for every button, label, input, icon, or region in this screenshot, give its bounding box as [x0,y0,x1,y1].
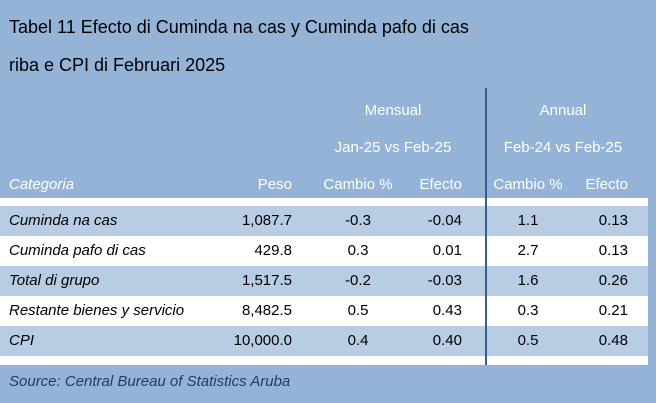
cell-mensual-cambio: -0.2 [345,272,371,289]
table-row: Cuminda pafo di cas 429.8 0.3 0.01 2.7 0.13 [0,236,648,266]
cell-categoria: Cuminda pafo di cas [9,242,146,259]
cell-annual-efecto: 0.48 [598,332,628,349]
cell-annual-cambio: 0.3 [517,302,539,319]
cell-mensual-cambio: -0.3 [345,212,371,229]
cell-annual-efecto: 0.13 [598,242,628,259]
cell-mensual-cambio: 0.3 [347,242,369,259]
cell-mensual-efecto: -0.03 [427,272,462,289]
cell-annual-cambio: 1.6 [517,272,539,289]
cell-annual-cambio: 2.7 [517,242,539,259]
cell-annual-efecto: 0.26 [598,272,628,289]
header-peso: Peso [257,176,292,193]
separator [0,356,648,365]
table-row: Restante bienes y servicio 8,482.5 0.5 0.43… [0,296,648,326]
cell-peso: 1,087.7 [241,212,292,229]
cell-peso: 8,482.5 [241,302,292,319]
table-title-line1: Tabel 11 Efecto di Cuminda na cas y Cumi… [9,17,469,37]
cell-categoria: Cuminda na cas [9,212,118,229]
cell-categoria: CPI [9,332,35,349]
table-row: CPI 10,000.0 0.4 0.40 0.5 0.48 [0,326,648,356]
group-mensual-period: Jan-25 vs Feb-25 [334,139,452,156]
group-annual: Annual [539,102,587,119]
cell-peso: 1,517.5 [241,272,292,289]
header-categoria: Categoria [9,176,75,193]
cell-peso: 429.8 [254,242,292,259]
table-title-line2: riba e CPI di Februari 2025 [9,55,226,75]
cell-annual-cambio: 0.5 [517,332,539,349]
header-annual-efecto: Efecto [585,176,628,193]
separator [0,198,648,206]
group-mensual: Mensual [364,102,422,119]
cell-mensual-efecto: 0.01 [432,242,462,259]
cell-annual-efecto: 0.21 [598,302,628,319]
cell-mensual-cambio: 0.4 [347,332,369,349]
table-row: Cuminda na cas 1,087.7 -0.3 -0.04 1.1 0.13 [0,206,648,236]
cell-annual-cambio: 1.1 [517,212,539,229]
table-row: Total di grupo 1,517.5 -0.2 -0.03 1.6 0.26 [0,266,648,296]
source-note: Source: Central Bureau of Statistics Aru… [9,373,291,390]
cell-mensual-efecto: 0.40 [432,332,462,349]
header-annual-cambio: Cambio % [493,176,563,193]
header-row: Categoria Peso Cambio % Efecto Cambio % … [0,170,648,200]
cell-categoria: Total di grupo [9,272,100,289]
cell-peso: 10,000.0 [233,332,292,349]
header-mensual-efecto: Efecto [419,176,462,193]
cell-mensual-cambio: 0.5 [347,302,369,319]
cell-categoria: Restante bienes y servicio [9,302,185,319]
header-mensual-cambio: Cambio % [323,176,393,193]
cell-mensual-efecto: -0.04 [427,212,462,229]
group-annual-period: Feb-24 vs Feb-25 [503,139,623,156]
cell-mensual-efecto: 0.43 [432,302,462,319]
column-divider [485,88,487,365]
cell-annual-efecto: 0.13 [598,212,628,229]
